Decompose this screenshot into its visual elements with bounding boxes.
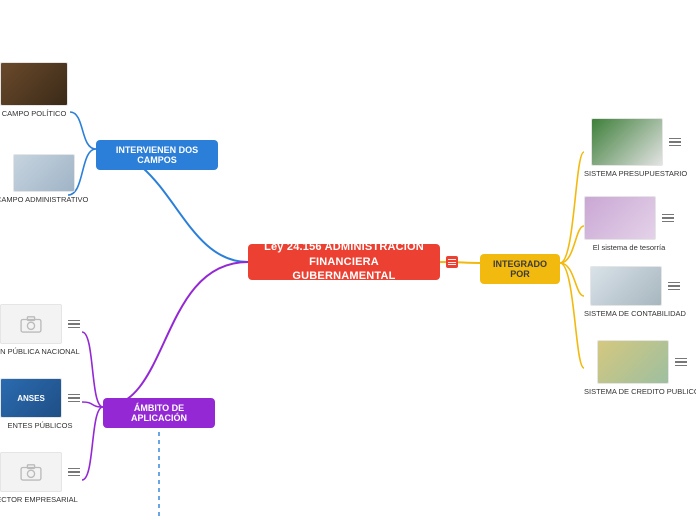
hamburger-icon[interactable] [675, 358, 687, 367]
hamburger-icon[interactable] [68, 468, 80, 477]
hamburger-icon[interactable] [68, 320, 80, 329]
label-campo-admin: CAMPO ADMINISTRATIVO [0, 195, 88, 204]
thumb-tesoreria [584, 196, 656, 240]
label-campo-politico: CAMPO POLÍTICO [2, 109, 67, 118]
label-credito: SISTEMA DE CREDITO PUBLICO [584, 387, 696, 396]
thumb-sector-empresarial [0, 452, 62, 492]
label-tesoreria: El sistema de tesorría [593, 243, 666, 252]
hamburger-icon[interactable] [662, 214, 674, 223]
thumb-campo-politico [0, 62, 68, 106]
leaf-credito[interactable]: SISTEMA DE CREDITO PUBLICO [584, 340, 696, 396]
leaf-admin-publica[interactable]: ÓN PÚBLICA NACIONAL [0, 304, 80, 356]
leaf-presupuestario[interactable]: SISTEMA PRESUPUESTARIO [584, 118, 687, 178]
thumb-campo-admin [13, 154, 75, 192]
thumb-presupuestario [591, 118, 663, 166]
leaf-tesoreria[interactable]: El sistema de tesorría [584, 196, 674, 252]
label-contabilidad: SISTEMA DE CONTABILIDAD [584, 309, 686, 318]
leaf-campo-politico[interactable]: CAMPO POLÍTICO [0, 62, 68, 118]
leaf-contabilidad[interactable]: SISTEMA DE CONTABILIDAD [584, 266, 686, 318]
hamburger-icon[interactable] [668, 282, 680, 291]
thumb-credito [597, 340, 669, 384]
thumb-contabilidad [590, 266, 662, 306]
label-presupuestario: SISTEMA PRESUPUESTARIO [584, 169, 687, 178]
leaf-campo-admin[interactable]: CAMPO ADMINISTRATIVO [0, 154, 88, 204]
thumb-entes-publicos: ANSES [0, 378, 62, 418]
hamburger-icon[interactable] [669, 138, 681, 147]
thumb-admin-publica [0, 304, 62, 344]
hamburger-icon[interactable] [68, 394, 80, 403]
leaf-sector-empresarial[interactable]: ECTOR EMPRESARIAL [0, 452, 80, 504]
notes-icon[interactable] [446, 256, 458, 268]
branch-intervienen[interactable]: INTERVIENEN DOS CAMPOS [96, 140, 218, 170]
leaf-entes-publicos[interactable]: ANSES ENTES PÚBLICOS [0, 378, 80, 430]
label-sector-empresarial: ECTOR EMPRESARIAL [0, 495, 78, 504]
label-admin-publica: ÓN PÚBLICA NACIONAL [0, 347, 80, 356]
mindmap-canvas: Ley 24.156 ADMINISTRACIÓN FINANCIERA GUB… [0, 0, 696, 520]
root-node[interactable]: Ley 24.156 ADMINISTRACIÓN FINANCIERA GUB… [248, 244, 440, 280]
camera-icon [20, 315, 42, 333]
label-entes-publicos: ENTES PÚBLICOS [7, 421, 72, 430]
branch-integrado[interactable]: INTEGRADO POR [480, 254, 560, 284]
camera-icon [20, 463, 42, 481]
branch-ambito[interactable]: ÁMBITO DE APLICACIÓN [103, 398, 215, 428]
